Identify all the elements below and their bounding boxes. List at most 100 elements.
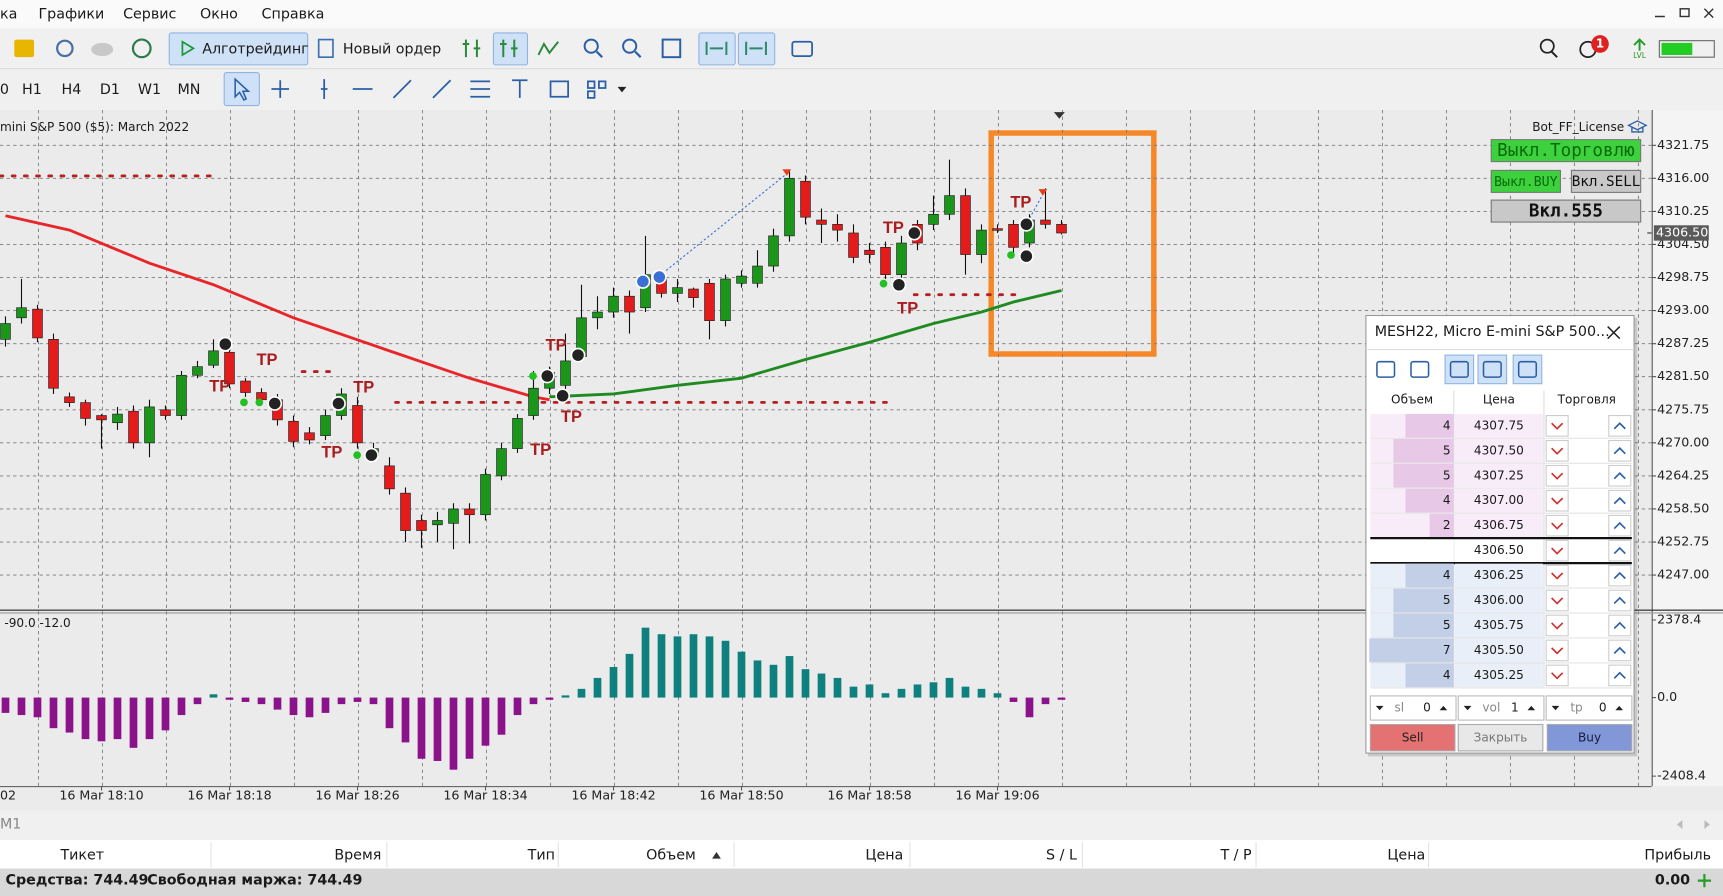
sell-limit-button[interactable] (1545, 639, 1569, 662)
drawing-tool[interactable] (392, 79, 412, 99)
drawing-tool[interactable] (512, 79, 528, 98)
table-header[interactable]: Объем (646, 847, 696, 863)
sell-limit-button[interactable] (1545, 415, 1569, 437)
spin-up[interactable] (1527, 705, 1536, 711)
icon-chart-type[interactable] (537, 41, 560, 56)
spin-down[interactable] (1551, 705, 1560, 711)
menu-item[interactable]: Графики (38, 6, 104, 22)
drawing-tool[interactable] (549, 80, 570, 98)
sell-limit-button[interactable] (1545, 514, 1569, 537)
icon-cursor[interactable] (234, 77, 251, 102)
sell-limit-button[interactable] (1545, 564, 1569, 587)
icon-screenshot[interactable] (791, 40, 813, 57)
timeframe-button[interactable]: MN (178, 82, 201, 98)
order-button-label[interactable]: Закрыть (1474, 731, 1528, 745)
sell-limit-button[interactable] (1545, 539, 1569, 562)
table-header[interactable]: S / L (1046, 847, 1077, 863)
sell-limit-button[interactable] (1545, 439, 1569, 462)
sell-limit-button[interactable] (1545, 664, 1569, 687)
order-button[interactable] (1546, 723, 1633, 752)
icon-shift[interactable] (705, 41, 728, 55)
algo-button[interactable]: Алготрейдинг (202, 41, 308, 57)
buy-limit-button[interactable] (1608, 514, 1632, 537)
icon-chart-type[interactable] (499, 39, 518, 58)
bot-button-label[interactable]: Выкл.BUY (1494, 175, 1557, 190)
menu-item[interactable]: Сервис (123, 6, 176, 22)
buy-limit-button[interactable] (1608, 614, 1632, 637)
buy-limit-button[interactable] (1608, 589, 1632, 612)
window-close[interactable] (1607, 325, 1621, 340)
icon-chart-type[interactable] (462, 39, 481, 58)
buy-limit-button[interactable] (1608, 415, 1632, 437)
sell-limit-button[interactable] (1545, 489, 1569, 512)
spin-up[interactable] (1439, 705, 1448, 711)
icon-zoom[interactable] (583, 38, 599, 54)
icon-globe[interactable] (131, 38, 152, 59)
icon-shift[interactable] (745, 41, 767, 55)
table-header[interactable]: Время (334, 847, 381, 863)
timeframe-button[interactable]: W1 (138, 82, 161, 98)
x-tick-label: 16 Mar 18:10 (59, 787, 143, 802)
sell-limit-button[interactable] (1545, 614, 1569, 637)
window-icon[interactable] (1449, 360, 1469, 378)
new-order-button[interactable]: Новый ордер (343, 41, 441, 57)
order-button-label[interactable]: Sell (1402, 731, 1424, 745)
spin-up[interactable] (1615, 705, 1624, 711)
timeframe-button[interactable]: H1 (22, 82, 42, 98)
buy-limit-button[interactable] (1608, 639, 1632, 662)
buy-limit-button[interactable] (1608, 564, 1632, 587)
bot-button-label[interactable]: Выкл.Торговлю (1497, 141, 1635, 161)
bot-button-label[interactable]: Вкл.SELL (1572, 174, 1641, 190)
bot-button-label[interactable]: Вкл.555 (1529, 202, 1603, 222)
bot-button[interactable] (1570, 169, 1642, 193)
bot-button[interactable] (1490, 139, 1642, 163)
order-button[interactable] (1457, 723, 1544, 752)
spin-down[interactable] (1375, 705, 1384, 711)
restore[interactable] (1679, 8, 1690, 18)
bot-button[interactable] (1490, 169, 1561, 193)
icon-signal[interactable] (56, 39, 74, 58)
timeframe-button[interactable]: D1 (100, 82, 120, 98)
drawing-tool[interactable] (587, 80, 607, 99)
table-header[interactable]: T / P (1219, 847, 1252, 863)
buy-limit-button[interactable] (1608, 439, 1632, 462)
buy-limit-button[interactable] (1608, 539, 1632, 562)
buy-limit-button[interactable] (1608, 489, 1632, 512)
spin-down[interactable] (1463, 705, 1472, 711)
window-icon[interactable] (1517, 360, 1538, 378)
icon-grid[interactable] (661, 38, 682, 59)
timeframe-button[interactable]: H4 (62, 82, 82, 98)
add-button[interactable] (1697, 874, 1711, 888)
table-header[interactable]: Тип (527, 847, 555, 863)
order-button-label[interactable]: Buy (1578, 731, 1601, 745)
menu-item[interactable]: Справка (262, 6, 325, 22)
window-icon[interactable] (1410, 360, 1430, 378)
sell-limit-button[interactable] (1545, 589, 1569, 612)
x-tick-label: 16 Mar 19:06 (955, 787, 1039, 802)
drawing-tool[interactable] (320, 79, 328, 99)
table-header[interactable]: Прибыль (1644, 847, 1711, 863)
histogram-bar (225, 697, 234, 700)
window-icon[interactable] (1376, 360, 1396, 378)
menu-item[interactable]: ка (0, 6, 17, 22)
menu-item[interactable]: Окно (200, 6, 238, 22)
sell-limit-button[interactable] (1545, 464, 1569, 487)
bot-button[interactable] (1490, 199, 1642, 223)
order-button[interactable] (1369, 723, 1456, 752)
drawing-tool[interactable] (432, 79, 452, 99)
table-header[interactable]: Цена (1387, 847, 1425, 863)
buy-limit-button[interactable] (1608, 464, 1632, 487)
table-header[interactable]: Тикет (59, 847, 104, 863)
window-icon[interactable] (1482, 360, 1502, 378)
table-header[interactable]: Цена (865, 847, 903, 863)
icon-search[interactable] (1539, 38, 1555, 54)
icon-bag[interactable] (14, 39, 35, 58)
icon-cloud[interactable] (91, 42, 114, 57)
icon-zoom[interactable] (622, 38, 638, 54)
chart-tab[interactable]: M1 (0, 817, 21, 833)
close[interactable] (1703, 8, 1714, 19)
buy-limit-button[interactable] (1608, 664, 1632, 687)
drawing-tool[interactable] (470, 80, 491, 98)
drawing-tool[interactable] (271, 80, 290, 98)
timeframe-button[interactable]: 0 (0, 82, 9, 98)
